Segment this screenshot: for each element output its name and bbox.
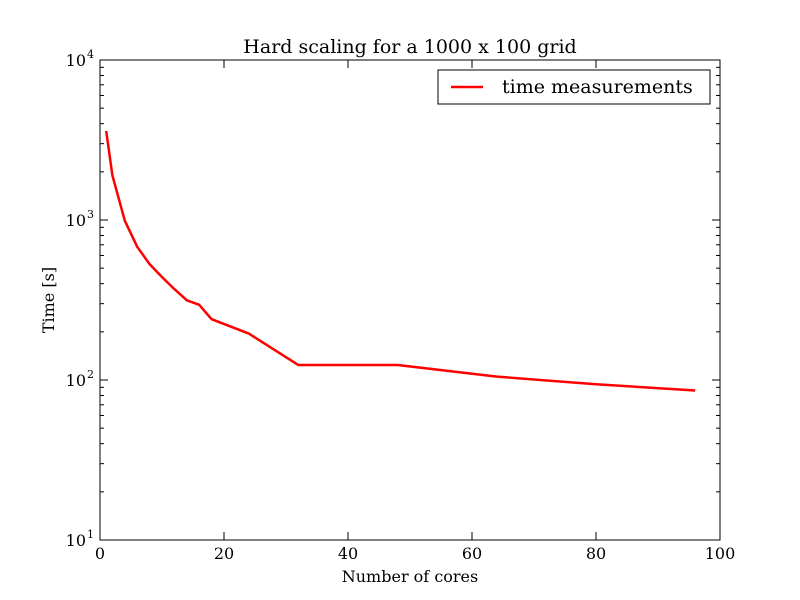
x-tick-label-0: 0	[95, 544, 105, 563]
y-tick-label-exp-3: 4	[87, 48, 94, 61]
y-tick-label-base-1: 10	[66, 371, 86, 390]
y-tick-label-1: 10 2	[66, 368, 94, 390]
series-line-0	[104, 130, 696, 392]
legend-label-time-measurements: time measurements	[502, 76, 693, 98]
minor-ticks	[100, 66, 720, 493]
y-tick-label-exp-1: 2	[87, 368, 94, 381]
plot-area	[100, 60, 720, 540]
legend-box	[437, 69, 711, 105]
x-tick-label-1: 20	[214, 544, 234, 563]
x-tick-label-3: 60	[462, 544, 482, 563]
x-tick-label-2: 40	[338, 544, 358, 563]
series-layer	[104, 130, 696, 392]
y-tick-label-base-2: 10	[66, 211, 86, 230]
y-tick-label-base-3: 10	[66, 51, 86, 70]
x-tick-label-5: 100	[705, 544, 736, 563]
x-tick-labels: 0 20 40 60 80 100	[95, 544, 735, 563]
y-tick-label-3: 10 4	[66, 48, 94, 70]
chart-title: Hard scaling for a 1000 x 100 grid	[243, 36, 576, 58]
y-axis-label: Time [s]	[39, 267, 58, 333]
y-tick-label-0: 10 1	[66, 528, 94, 550]
y-tick-label-exp-2: 3	[87, 208, 94, 221]
legend: time measurements	[437, 69, 711, 105]
x-axis-label: Number of cores	[342, 567, 478, 586]
y-tick-label-base-0: 10	[66, 531, 86, 550]
y-tick-label-exp-0: 1	[87, 528, 94, 541]
plot-frame	[99, 59, 721, 541]
y-tick-label-2: 10 3	[66, 208, 94, 230]
x-tick-label-4: 80	[586, 544, 606, 563]
